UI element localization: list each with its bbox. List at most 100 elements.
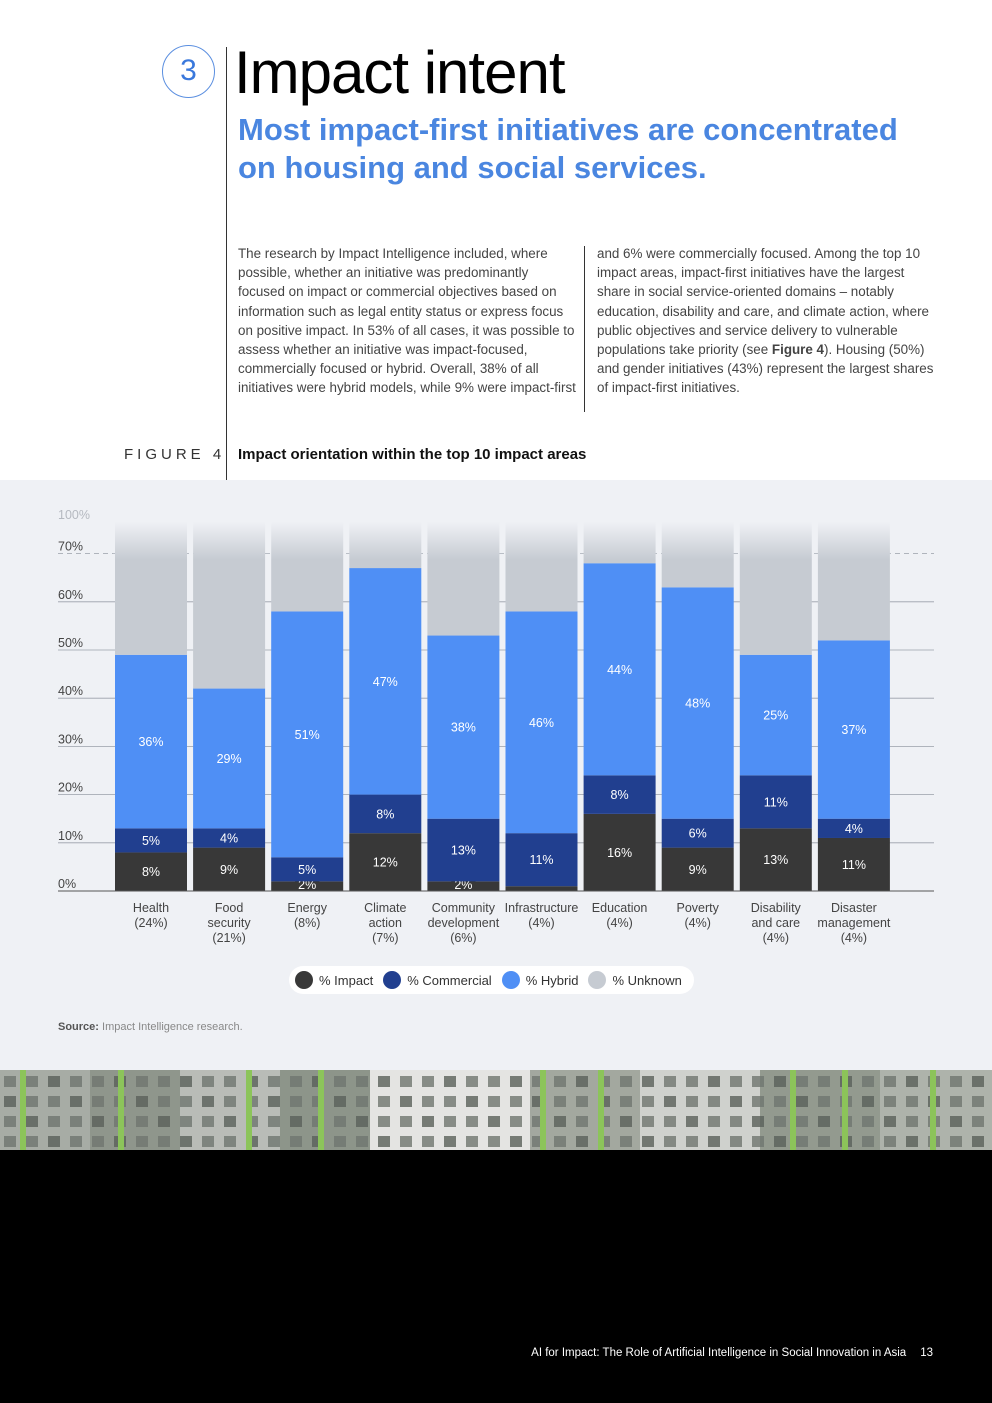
legend-swatch-impact — [295, 971, 313, 989]
legend-label-impact: % Impact — [319, 972, 374, 988]
body-text-right-part1: and 6% were commercially focused. Among … — [597, 246, 929, 358]
bar-disaster-management-commercial — [817, 818, 890, 838]
data-label-food-security-hybrid: 29% — [217, 752, 242, 766]
facade-window — [158, 1076, 170, 1087]
facade-green-accent-2 — [118, 1070, 124, 1150]
bar-climate-action-impact — [349, 833, 422, 891]
facade-window — [686, 1076, 698, 1087]
building-facade-image — [0, 1070, 992, 1150]
x-tick-label-education-line-2: (4%) — [606, 916, 632, 930]
facade-window — [818, 1116, 830, 1127]
facade-window — [224, 1136, 236, 1147]
data-label-health-impact: 8% — [142, 865, 160, 879]
facade-window — [664, 1076, 676, 1087]
facade-window — [334, 1136, 346, 1147]
facade-window — [378, 1076, 390, 1087]
y-tick-label-20: 20% — [58, 781, 83, 795]
bar-infrastructure-commercial — [505, 833, 578, 887]
facade-green-accent-6 — [598, 1070, 604, 1150]
facade-window — [26, 1136, 38, 1147]
bar-health-hybrid — [115, 654, 187, 829]
bar-disability-and-care-impact — [739, 828, 812, 891]
data-label-poverty-impact: 9% — [689, 863, 707, 877]
facade-window — [268, 1136, 280, 1147]
facade-window — [70, 1096, 82, 1107]
facade-window — [774, 1136, 786, 1147]
x-tick-label-poverty-line-2: (4%) — [684, 916, 710, 930]
page-number: 13 — [920, 1347, 933, 1359]
facade-window — [400, 1076, 412, 1087]
facade-window — [268, 1096, 280, 1107]
facade-window — [268, 1076, 280, 1087]
data-label-poverty-commercial: 6% — [689, 827, 707, 841]
facade-green-accent-8 — [842, 1070, 848, 1150]
facade-window — [862, 1096, 874, 1107]
bar-health-impact — [115, 852, 187, 891]
facade-window — [378, 1096, 390, 1107]
column-divider — [584, 246, 585, 412]
facade-window — [510, 1116, 522, 1127]
y-tick-label-10: 10% — [58, 829, 83, 843]
facade-window — [136, 1076, 148, 1087]
facade-window — [818, 1076, 830, 1087]
x-tick-label-disability-and-care-line-3: (4%) — [763, 931, 789, 945]
facade-window — [224, 1076, 236, 1087]
facade-window — [4, 1096, 16, 1107]
facade-window — [136, 1136, 148, 1147]
bar-infrastructure-impact — [505, 886, 578, 891]
y-tick-label-100: 100% — [58, 508, 90, 522]
x-tick-label-energy-line-2: (8%) — [294, 916, 320, 930]
facade-window — [334, 1116, 346, 1127]
facade-window — [48, 1136, 60, 1147]
x-tick-label-disaster-management-line-1: Disaster — [831, 901, 877, 915]
facade-window — [796, 1136, 808, 1147]
facade-window — [290, 1116, 302, 1127]
building-photo-strip — [0, 1070, 992, 1150]
x-tick-label-infrastructure-line-2: (4%) — [528, 916, 554, 930]
legend-label-hybrid: % Hybrid — [525, 972, 579, 988]
facade-window — [92, 1116, 104, 1127]
facade-window — [92, 1096, 104, 1107]
data-label-climate-action-impact: 12% — [373, 856, 398, 870]
facade-window — [950, 1076, 962, 1087]
legend-item-unknown: % Unknown — [588, 971, 682, 989]
data-label-energy-hybrid: 51% — [295, 728, 320, 742]
legend-swatch-hybrid — [501, 971, 520, 989]
source-label: Source: — [58, 1021, 99, 1033]
body-text-right-part2: ). Housing (50%) and gender initiatives … — [597, 342, 934, 396]
facade-window — [906, 1136, 918, 1147]
facade-window — [686, 1136, 698, 1147]
data-label-education-impact: 16% — [607, 846, 632, 860]
data-label-community-development-impact: 2% — [454, 878, 472, 892]
figure-label: FIGURE 4 — [124, 446, 226, 463]
facade-window — [224, 1116, 236, 1127]
bar-climate-action-hybrid — [349, 568, 422, 795]
x-tick-label-food-security-line-1: Food — [215, 901, 244, 915]
section-number-badge: 3 — [162, 45, 215, 98]
data-label-infrastructure-commercial: 11% — [529, 853, 553, 867]
data-label-disaster-management-commercial: 4% — [845, 822, 863, 836]
legend-item-impact: % Impact — [295, 971, 373, 989]
data-label-disaster-management-impact: 11% — [842, 858, 866, 872]
page-subtitle: Most impact-first initiatives are concen… — [238, 112, 898, 185]
legend-swatch-unknown — [588, 971, 607, 989]
axis-break-fade — [113, 522, 894, 560]
facade-window — [92, 1076, 104, 1087]
facade-window — [334, 1076, 346, 1087]
facade-window — [290, 1136, 302, 1147]
y-tick-label-50: 50% — [58, 636, 83, 650]
x-tick-label-food-security-line-3: (21%) — [212, 931, 245, 945]
facade-window — [862, 1076, 874, 1087]
bar-disability-and-care-hybrid — [739, 654, 812, 776]
source-text: Impact Intelligence research. — [102, 1021, 243, 1033]
x-tick-label-disaster-management-line-2: management — [817, 916, 890, 930]
facade-window — [422, 1136, 434, 1147]
bar-education-commercial — [583, 775, 656, 814]
body-text-right: and 6% were commercially focused. Among … — [597, 244, 937, 398]
facade-window — [950, 1096, 962, 1107]
data-label-poverty-hybrid: 48% — [685, 697, 710, 711]
bar-energy-hybrid — [271, 611, 344, 858]
facade-window — [730, 1076, 742, 1087]
facade-window — [906, 1096, 918, 1107]
facade-window — [642, 1116, 654, 1127]
